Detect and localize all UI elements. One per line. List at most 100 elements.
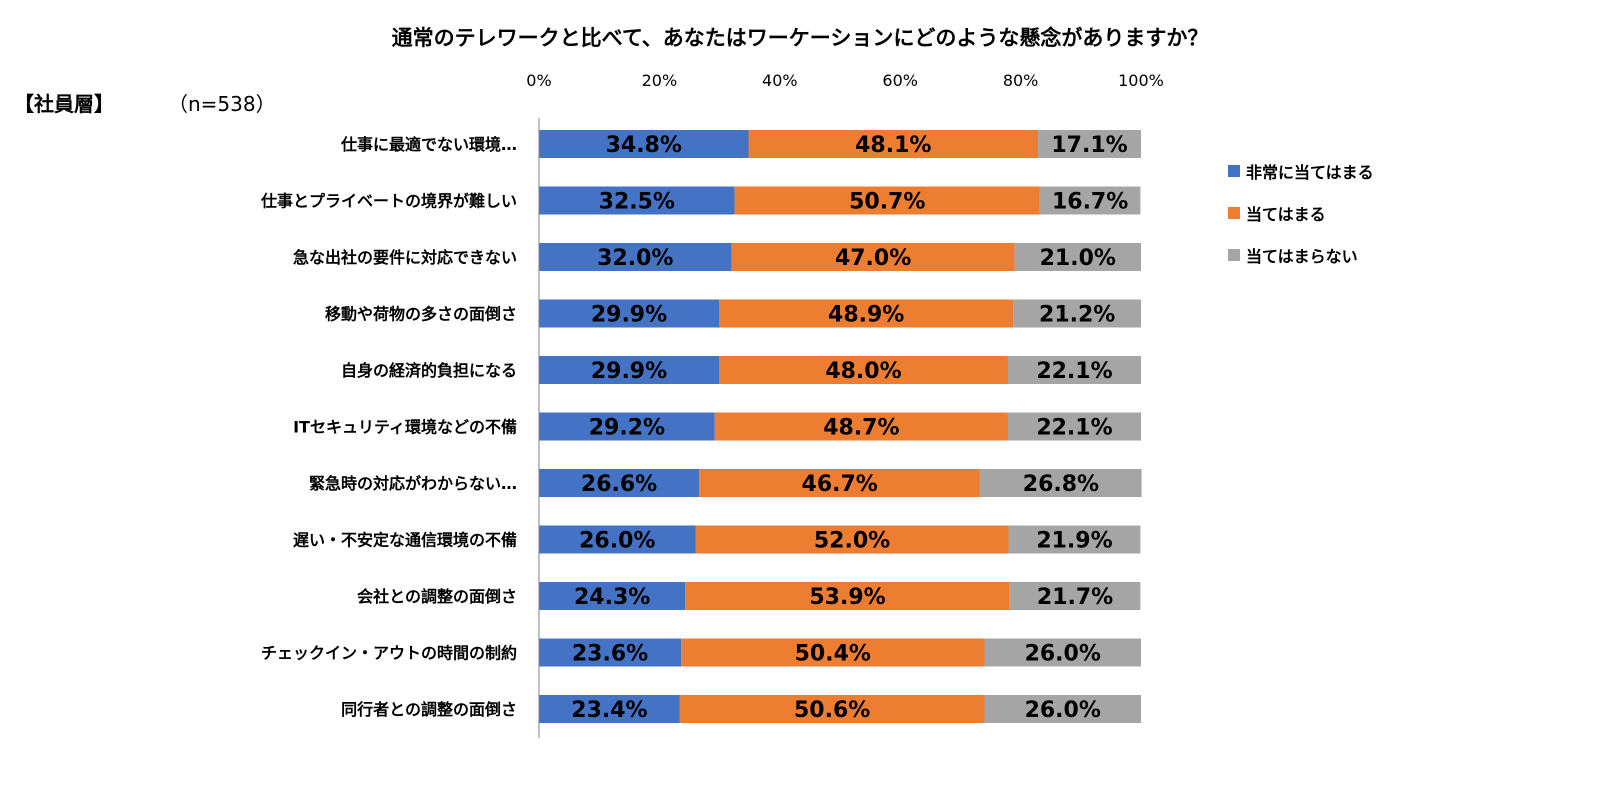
data-label-series-1-row-3: 29.9% — [591, 303, 667, 328]
chart-title: 通常のテレワークと比べて、あなたはワーケーションにどのような懸念がありますか？ — [391, 26, 1209, 50]
data-label-series-2-row-6: 46.7% — [802, 472, 878, 497]
bar-series-2-row-0 — [748, 130, 1039, 158]
category-label-8: 会社との調整の面倒さ — [357, 587, 517, 606]
x-tick-label-1: 20% — [642, 71, 678, 90]
data-label-series-2-row-9: 50.4% — [795, 642, 871, 667]
legend-label-series-1: 非常に当てはまる — [1246, 162, 1374, 182]
data-label-series-3-row-6: 26.8% — [1023, 472, 1099, 497]
data-label-series-1-row-10: 23.4% — [571, 698, 647, 723]
data-label-series-1-row-0: 34.8% — [606, 133, 682, 158]
legend: 非常に当てはまる 当てはまる 当てはまらない — [1228, 160, 1374, 286]
bar-series-3-row-5 — [1007, 412, 1141, 441]
category-label-4: 自身の経済的負担になる — [341, 361, 517, 380]
bar-series-3-row-8 — [1009, 582, 1141, 610]
bar-series-3-row-3 — [1013, 299, 1141, 328]
x-tick-label-0: 0% — [526, 71, 551, 90]
data-label-series-3-row-2: 21.0% — [1040, 246, 1116, 271]
data-label-series-3-row-1: 16.7% — [1052, 190, 1128, 215]
data-label-series-2-row-4: 48.0% — [825, 359, 901, 384]
bar-series-2-row-10 — [679, 695, 985, 723]
bar-series-3-row-4 — [1007, 356, 1141, 384]
bar-series-1-row-1 — [539, 186, 735, 215]
x-tick-label-2: 40% — [762, 71, 798, 90]
bar-series-2-row-5 — [714, 412, 1008, 441]
bar-series-3-row-7 — [1008, 525, 1141, 554]
legend-label-series-2: 当てはまる — [1246, 204, 1326, 224]
data-label-series-2-row-0: 48.1% — [855, 133, 931, 158]
bar-series-3-row-10 — [984, 695, 1141, 723]
category-label-9: チェックイン・アウトの時間の制約 — [261, 644, 517, 663]
sample-size: （n=538） — [168, 92, 276, 116]
data-label-series-1-row-5: 29.2% — [589, 416, 665, 441]
bar-series-2-row-4 — [718, 356, 1008, 384]
x-axis-ticks: 0% 20% 40% 60% 80% 100% — [526, 71, 1164, 90]
bar-series-3-row-1 — [1039, 186, 1141, 215]
bar-series-2-row-2 — [731, 243, 1015, 271]
bars — [539, 130, 1142, 723]
category-labels: 仕事に最適でない環境… 仕事とプライベートの境界が難しい急な出社の要件に対応できな… — [260, 135, 517, 719]
bar-series-1-row-9 — [539, 638, 682, 667]
category-label-10: 同行者との調整の面倒さ — [341, 700, 517, 719]
bar-series-2-row-3 — [718, 299, 1014, 328]
data-label-series-2-row-5: 48.7% — [823, 416, 899, 441]
data-label-series-3-row-0: 17.1% — [1051, 133, 1127, 158]
data-label-series-3-row-10: 26.0% — [1025, 698, 1101, 723]
bar-series-1-row-0 — [539, 130, 749, 158]
bar-series-1-row-7 — [539, 525, 696, 554]
data-label-series-3-row-4: 22.1% — [1036, 359, 1112, 384]
legend-swatch-series-2 — [1228, 206, 1240, 219]
category-label-0: 仕事に最適でない環境… — [340, 135, 517, 154]
bar-series-3-row-2 — [1014, 243, 1141, 271]
bar-series-1-row-6 — [539, 469, 700, 497]
legend-item-series-3: 当てはまらない — [1228, 244, 1374, 266]
data-labels: 34.8% 48.1% 17.1% 32.5% 50.7% 16.7% 32.0% 47.0%… — [571, 133, 1128, 723]
x-tick-label-5: 100% — [1118, 71, 1164, 90]
bar-series-3-row-6 — [980, 469, 1142, 497]
bar-series-2-row-7 — [695, 525, 1009, 554]
data-label-series-2-row-7: 52.0% — [814, 529, 890, 554]
bar-series-1-row-5 — [539, 412, 715, 441]
data-label-series-2-row-10: 50.6% — [794, 698, 870, 723]
bar-series-2-row-1 — [734, 186, 1040, 215]
data-label-series-1-row-4: 29.9% — [591, 359, 667, 384]
category-label-1: 仕事とプライベートの境界が難しい — [260, 192, 517, 211]
bar-series-1-row-3 — [539, 299, 719, 328]
legend-swatch-series-1 — [1228, 164, 1240, 177]
data-label-series-1-row-8: 24.3% — [574, 585, 650, 610]
bar-series-2-row-8 — [685, 582, 1010, 610]
bar-series-1-row-8 — [539, 582, 686, 610]
bar-series-3-row-9 — [984, 638, 1141, 667]
data-label-series-2-row-3: 48.9% — [828, 303, 904, 328]
data-label-series-1-row-1: 32.5% — [599, 190, 675, 215]
bar-series-1-row-10 — [539, 695, 680, 723]
bar-series-2-row-6 — [699, 469, 981, 497]
category-label-6: 緊急時の対応がわからない… — [309, 474, 517, 493]
bar-series-1-row-2 — [539, 243, 732, 271]
bar-series-1-row-4 — [539, 356, 719, 384]
category-label-7: 遅い・不安定な通信環境の不備 — [293, 531, 517, 550]
data-label-series-3-row-8: 21.7% — [1037, 585, 1113, 610]
legend-item-series-1: 非常に当てはまる — [1228, 160, 1374, 182]
bar-series-3-row-0 — [1038, 130, 1141, 158]
category-label-3: 移動や荷物の多さの面倒さ — [325, 305, 517, 324]
data-label-series-1-row-7: 26.0% — [579, 529, 655, 554]
data-label-series-2-row-1: 50.7% — [849, 190, 925, 215]
data-label-series-1-row-9: 23.6% — [572, 642, 648, 667]
legend-label-series-3: 当てはまらない — [1246, 246, 1358, 266]
group-label: 【社員層】 — [14, 92, 114, 116]
legend-swatch-series-3 — [1228, 248, 1240, 261]
data-label-series-3-row-7: 21.9% — [1036, 529, 1112, 554]
category-label-5: ITセキュリティ環境などの不備 — [293, 418, 517, 437]
category-label-2: 急な出社の要件に対応できない — [293, 248, 517, 267]
data-label-series-1-row-2: 32.0% — [597, 246, 673, 271]
legend-item-series-2: 当てはまる — [1228, 202, 1374, 224]
data-label-series-2-row-2: 47.0% — [835, 246, 911, 271]
data-label-series-3-row-3: 21.2% — [1039, 303, 1115, 328]
data-label-series-1-row-6: 26.6% — [581, 472, 657, 497]
bar-series-2-row-9 — [681, 638, 985, 667]
data-label-series-3-row-9: 26.0% — [1025, 642, 1101, 667]
data-label-series-3-row-5: 22.1% — [1036, 416, 1112, 441]
x-tick-label-3: 60% — [882, 71, 918, 90]
data-label-series-2-row-8: 53.9% — [809, 585, 885, 610]
